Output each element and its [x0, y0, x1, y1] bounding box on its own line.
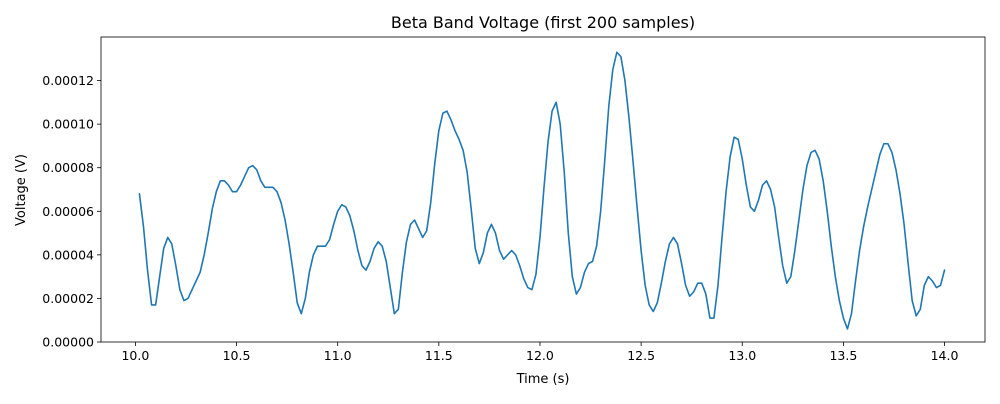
x-tick-label: 14.0	[931, 348, 959, 363]
plot-frame	[100, 36, 986, 343]
y-tick-label: 0.00000	[42, 335, 94, 350]
x-tick-label: 13.0	[728, 348, 756, 363]
chart-title: Beta Band Voltage (first 200 samples)	[391, 13, 695, 32]
x-tick-label: 13.5	[829, 348, 857, 363]
x-tick-label: 11.0	[324, 348, 352, 363]
x-tick-label: 11.5	[425, 348, 453, 363]
y-tick-label: 0.00002	[42, 291, 94, 306]
plot-area	[138, 51, 946, 330]
x-tick-label: 10.0	[121, 348, 149, 363]
y-tick-label: 0.00004	[42, 247, 94, 262]
x-tick-label: 12.5	[627, 348, 655, 363]
y-tick-label: 0.00010	[42, 117, 94, 132]
y-tick-label: 0.00006	[42, 204, 94, 219]
y-tick-label: 0.00008	[42, 160, 94, 175]
y-axis-label: Voltage (V)	[14, 154, 29, 226]
x-tick-label: 10.5	[223, 348, 251, 363]
x-axis-label: Time (s)	[516, 372, 570, 387]
series-line-0	[138, 51, 946, 330]
y-axis-ticks: 0.00000 0.00002 0.00004 0.00006 0.00008 0.000…	[42, 73, 101, 350]
y-tick-label: 0.00012	[42, 73, 94, 88]
x-axis-ticks: 10.0 10.5 11.0 11.5 12.0 12.5 13.0 13.5 14.0	[121, 342, 958, 363]
x-tick-label: 12.0	[526, 348, 554, 363]
